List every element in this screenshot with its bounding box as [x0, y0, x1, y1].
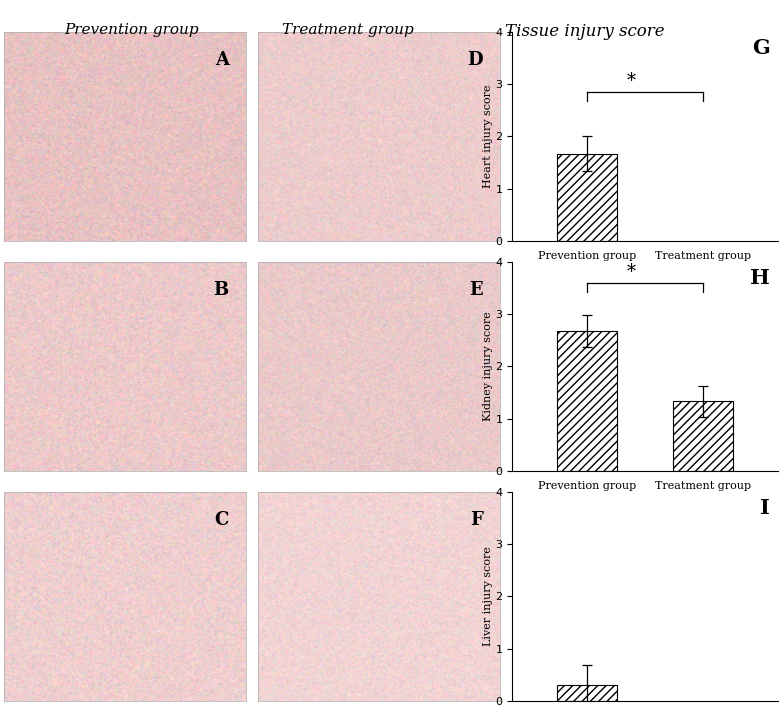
Bar [558, 154, 618, 241]
Text: B: B [213, 280, 228, 299]
Text: D: D [467, 51, 482, 69]
Text: G: G [752, 38, 770, 58]
Y-axis label: Heart injury score: Heart injury score [482, 85, 493, 188]
Text: H: H [750, 268, 770, 288]
Text: *: * [626, 72, 636, 90]
Text: A: A [215, 51, 228, 69]
Text: Treatment group: Treatment group [282, 23, 414, 37]
Bar [558, 331, 618, 471]
Text: Prevention group: Prevention group [64, 23, 199, 37]
Bar [673, 401, 733, 471]
Bar [558, 685, 618, 701]
Text: I: I [760, 498, 770, 518]
Text: C: C [214, 510, 228, 529]
Text: E: E [469, 280, 482, 299]
Text: Tissue injury score: Tissue injury score [505, 23, 665, 40]
Text: F: F [470, 510, 482, 529]
Text: *: * [626, 263, 636, 280]
Y-axis label: Liver injury score: Liver injury score [482, 547, 493, 646]
Y-axis label: Kidney injury score: Kidney injury score [482, 312, 493, 421]
